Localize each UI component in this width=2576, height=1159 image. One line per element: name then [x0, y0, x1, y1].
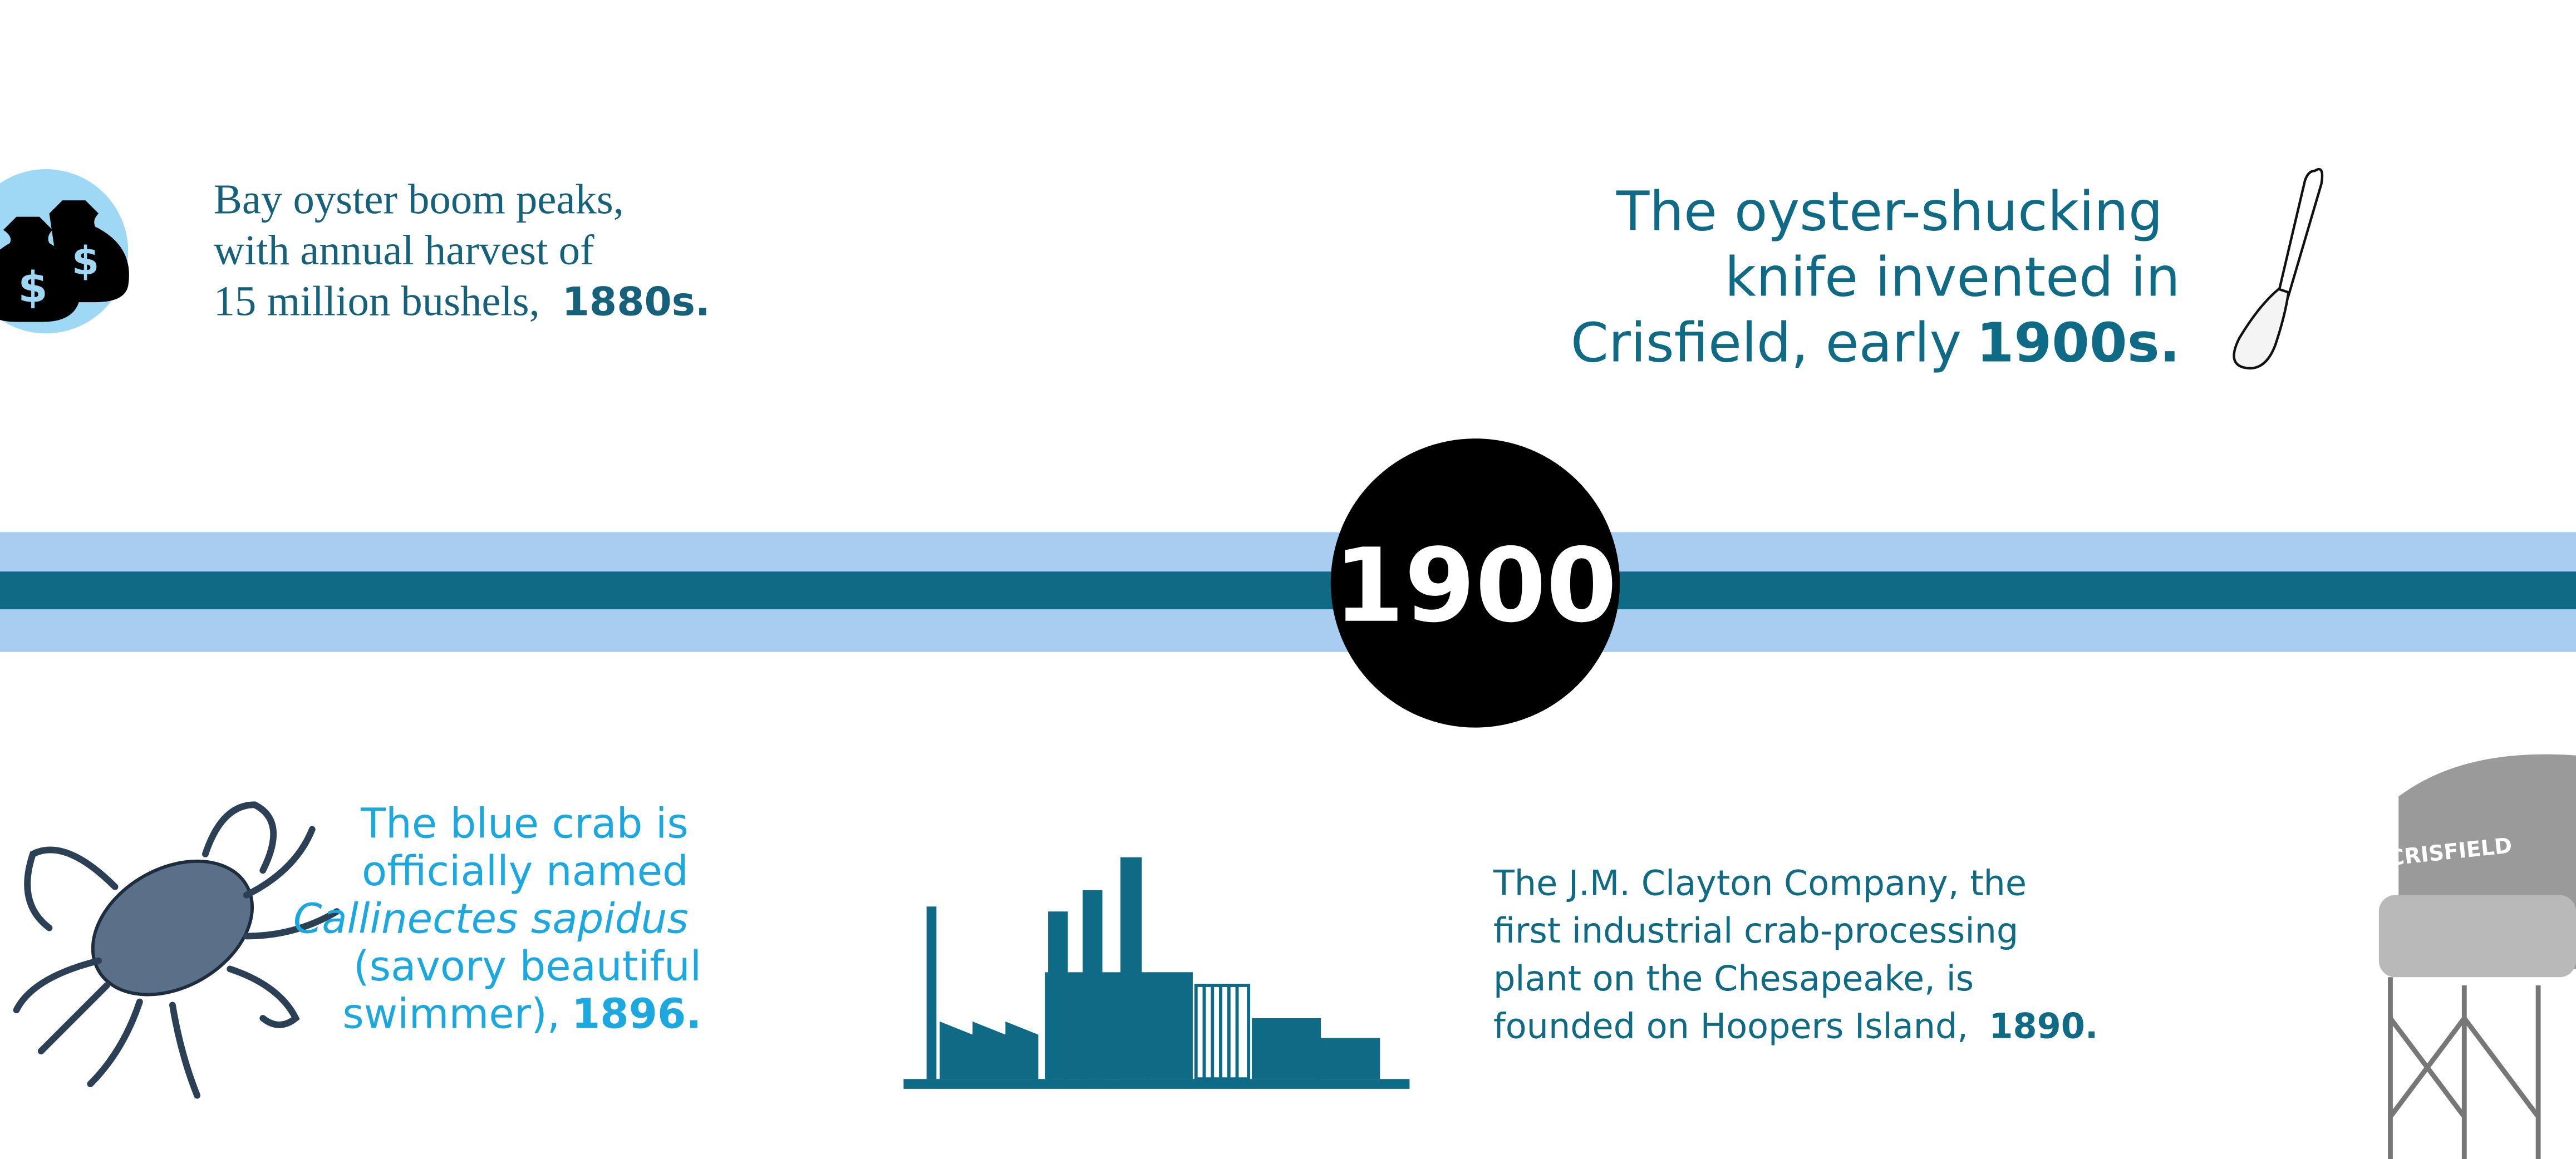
event-line: The J.M. Clayton Company, the — [1493, 863, 2027, 904]
event-line: founded on Hoopers Island, — [1493, 1005, 1968, 1046]
event-date: 1890. — [1989, 1005, 2098, 1046]
event-line: (savory beautiful — [353, 943, 701, 990]
money-icon: $ $ — [0, 169, 129, 334]
factory-icon — [903, 857, 1410, 1089]
year-circle — [1330, 438, 1620, 728]
event-date: 1880s. — [562, 279, 710, 325]
event-line: swimmer), — [342, 991, 560, 1038]
event-line: knife invented in — [1725, 245, 2180, 308]
event-line: 15 million bushels, — [214, 278, 540, 325]
event-line: first industrial crab-processing — [1493, 910, 2018, 951]
svg-text:$: $ — [18, 263, 47, 313]
event-line: with annual harvest of — [214, 226, 594, 274]
band-dark — [0, 571, 2576, 610]
event-line: Bay oyster boom peaks, — [214, 176, 624, 223]
svg-text:$: $ — [72, 238, 99, 284]
event-text: Crisfield, early 1900s. — [1571, 311, 2180, 374]
event-text: The J.M. Clayton Company, the first indu… — [1493, 863, 2098, 1047]
event-text: Bay oyster boom peaks, with annual harve… — [214, 176, 710, 325]
knife-icon — [2233, 167, 2324, 370]
event-line: plant on the Chesapeake, is — [1493, 958, 1974, 999]
center-year: 1900 — [1334, 527, 1617, 645]
event-line: Crisfield, early — [1571, 311, 1962, 374]
water-tower: CRISFIELD — [2378, 754, 2576, 1159]
event-line: The blue crab is — [360, 800, 689, 847]
event-text: The oyster-shucking knife invented in — [1616, 180, 2180, 308]
crab-icon — [13, 801, 340, 1099]
event-date: 1896. — [572, 991, 701, 1038]
event-text: swimmer), 1896. — [342, 991, 701, 1038]
event-text: The blue crab is officially named Callin… — [293, 800, 701, 990]
event-date: 1900s. — [1977, 311, 2180, 374]
event-line: Callinectes sapidus — [293, 896, 689, 943]
event-line: officially named — [362, 848, 689, 895]
event-line: The oyster-shucking — [1616, 180, 2163, 243]
